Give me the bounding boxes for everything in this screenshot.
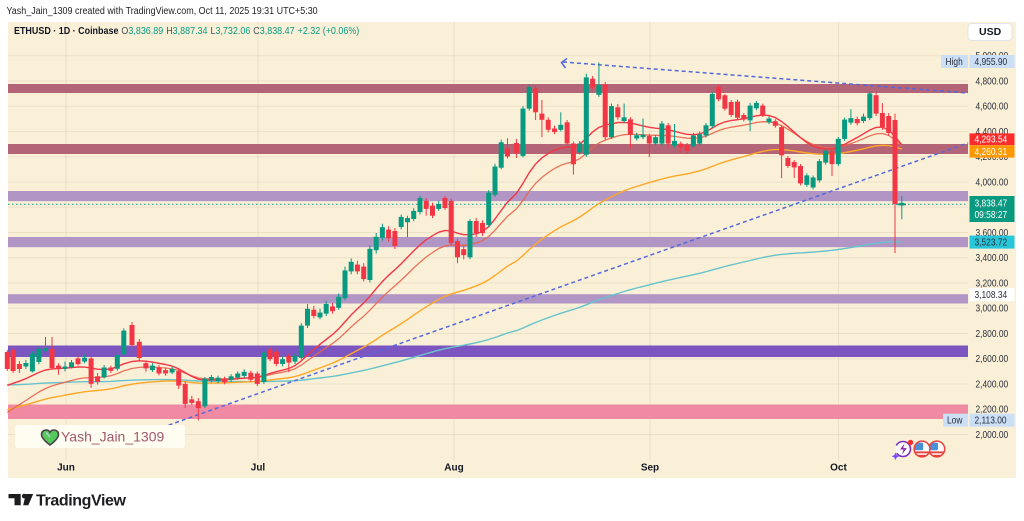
svg-text:Yash_Jain_1309: Yash_Jain_1309 [61, 429, 164, 445]
svg-text:Yash_Jain_1309 created with Tr: Yash_Jain_1309 created with TradingView.… [7, 5, 318, 17]
svg-text:4,293.54: 4,293.54 [975, 134, 1008, 145]
svg-text:Jul: Jul [251, 463, 266, 474]
svg-text:3,200.00: 3,200.00 [976, 278, 1009, 289]
svg-text:2,113.00: 2,113.00 [975, 415, 1007, 426]
svg-text:2,600.00: 2,600.00 [976, 353, 1009, 364]
svg-text:USD: USD [979, 26, 1002, 38]
svg-text:ETHUSD · 1D · Coinbase O3,836.: ETHUSD · 1D · Coinbase O3,836.89 H3,887.… [14, 25, 359, 37]
svg-text:Aug: Aug [444, 463, 463, 474]
svg-text:4,400.00: 4,400.00 [976, 126, 1009, 137]
svg-text:Oct: Oct [830, 463, 847, 474]
svg-text:09:58:27: 09:58:27 [975, 209, 1008, 220]
svg-text:2,400.00: 2,400.00 [976, 379, 1009, 390]
svg-text:TradingView: TradingView [36, 493, 127, 510]
svg-text:4,800.00: 4,800.00 [976, 76, 1009, 87]
svg-text:3,108.34: 3,108.34 [975, 289, 1008, 300]
svg-text:Sep: Sep [641, 463, 659, 474]
svg-text:3,600.00: 3,600.00 [976, 227, 1009, 238]
svg-text:3,400.00: 3,400.00 [976, 252, 1009, 263]
svg-text:2,200.00: 2,200.00 [976, 404, 1009, 415]
svg-text:High: High [946, 56, 963, 67]
svg-text:2,000.00: 2,000.00 [976, 429, 1009, 440]
svg-text:3,838.47: 3,838.47 [975, 198, 1008, 209]
svg-text:3,523.72: 3,523.72 [975, 237, 1008, 248]
svg-text:Low: Low [947, 415, 963, 426]
svg-text:Jun: Jun [57, 463, 75, 474]
svg-text:3,000.00: 3,000.00 [976, 303, 1009, 314]
svg-text:4,000.00: 4,000.00 [976, 177, 1009, 188]
svg-text:4,955.90: 4,955.90 [975, 56, 1008, 67]
svg-text:2,800.00: 2,800.00 [976, 328, 1009, 339]
svg-text:4,260.31: 4,260.31 [975, 146, 1008, 157]
svg-text:4,600.00: 4,600.00 [976, 101, 1009, 112]
